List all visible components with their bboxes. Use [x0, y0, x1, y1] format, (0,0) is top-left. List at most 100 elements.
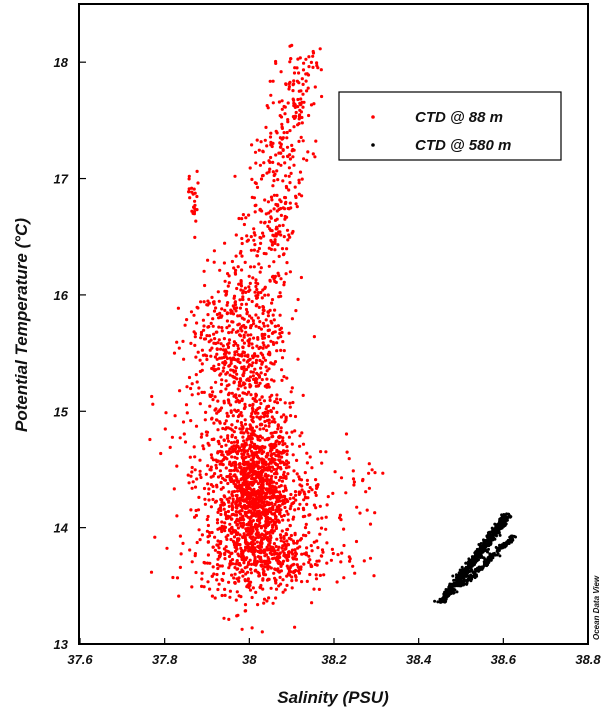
- data-point: [290, 231, 294, 235]
- data-point: [243, 504, 247, 509]
- data-point: [270, 144, 274, 149]
- data-point: [309, 544, 313, 548]
- data-point: [454, 573, 458, 577]
- data-point: [241, 295, 245, 299]
- data-point: [241, 470, 245, 474]
- data-point: [362, 559, 366, 563]
- data-point: [267, 421, 271, 425]
- data-point: [261, 537, 265, 541]
- data-point: [250, 316, 254, 320]
- data-point: [258, 381, 262, 385]
- data-point: [183, 323, 187, 327]
- data-point: [217, 507, 221, 512]
- data-point: [195, 208, 199, 212]
- data-point: [222, 507, 226, 511]
- x-tick-label: 38.4: [406, 652, 432, 667]
- data-point: [494, 545, 498, 549]
- data-point: [265, 428, 269, 432]
- data-point: [265, 144, 269, 148]
- data-point: [307, 113, 311, 118]
- data-point: [247, 454, 251, 458]
- data-point: [245, 239, 249, 243]
- data-point: [261, 311, 265, 316]
- data-point: [239, 546, 243, 551]
- data-point: [255, 540, 259, 544]
- data-point: [291, 147, 295, 152]
- data-point: [220, 326, 224, 330]
- data-point: [270, 528, 274, 533]
- data-point: [250, 476, 254, 480]
- data-point: [225, 384, 229, 388]
- data-point: [282, 349, 286, 353]
- data-point: [251, 370, 255, 374]
- data-point: [212, 260, 216, 264]
- data-point: [277, 442, 281, 446]
- data-point: [259, 220, 263, 224]
- data-point: [192, 313, 196, 317]
- data-point: [279, 145, 283, 149]
- data-point: [253, 502, 257, 506]
- data-point: [198, 469, 202, 473]
- data-point: [206, 540, 210, 544]
- data-point: [293, 105, 297, 109]
- data-point: [260, 457, 264, 461]
- data-point: [227, 391, 231, 395]
- data-point: [272, 457, 276, 461]
- data-point: [239, 379, 243, 383]
- data-point: [225, 356, 229, 361]
- data-point: [228, 595, 232, 599]
- data-point: [246, 472, 250, 476]
- data-point: [276, 494, 280, 498]
- data-point: [290, 551, 294, 555]
- data-point: [215, 572, 219, 577]
- legend-label-88m: CTD @ 88 m: [415, 109, 503, 126]
- data-point: [281, 518, 285, 522]
- data-point: [188, 196, 192, 200]
- data-point: [231, 320, 235, 324]
- data-point: [242, 490, 246, 495]
- data-point: [499, 517, 503, 520]
- data-point: [262, 559, 266, 563]
- data-point: [290, 43, 294, 48]
- data-point: [262, 399, 267, 403]
- data-point: [284, 486, 288, 490]
- data-point: [293, 429, 297, 433]
- data-point: [260, 296, 264, 300]
- data-point: [223, 241, 227, 245]
- data-point: [199, 435, 203, 439]
- data-point: [324, 527, 328, 531]
- data-point: [239, 334, 243, 338]
- data-point: [300, 552, 304, 556]
- data-point: [315, 486, 319, 490]
- data-point: [223, 279, 227, 283]
- data-point: [274, 439, 278, 444]
- data-point: [178, 534, 182, 538]
- data-point: [294, 575, 298, 579]
- data-point: [259, 327, 263, 331]
- data-point: [279, 562, 283, 566]
- data-point: [282, 235, 286, 239]
- data-point: [293, 548, 297, 552]
- data-point: [296, 123, 300, 127]
- data-point: [281, 549, 285, 553]
- data-point: [196, 350, 200, 354]
- data-point: [249, 265, 253, 269]
- data-point: [291, 89, 295, 93]
- data-point: [278, 533, 283, 537]
- data-point: [232, 370, 236, 374]
- data-point: [267, 424, 271, 428]
- data-point: [205, 561, 210, 565]
- data-point: [210, 574, 214, 578]
- data-point: [293, 531, 297, 535]
- data-point: [264, 125, 268, 129]
- data-point: [194, 513, 198, 518]
- data-point: [263, 565, 267, 569]
- data-point: [224, 379, 228, 383]
- data-point: [260, 444, 265, 449]
- data-point: [196, 306, 200, 310]
- data-point: [263, 554, 267, 558]
- data-point: [267, 404, 271, 408]
- data-point: [243, 444, 247, 448]
- data-point: [243, 603, 248, 607]
- data-point: [268, 547, 272, 551]
